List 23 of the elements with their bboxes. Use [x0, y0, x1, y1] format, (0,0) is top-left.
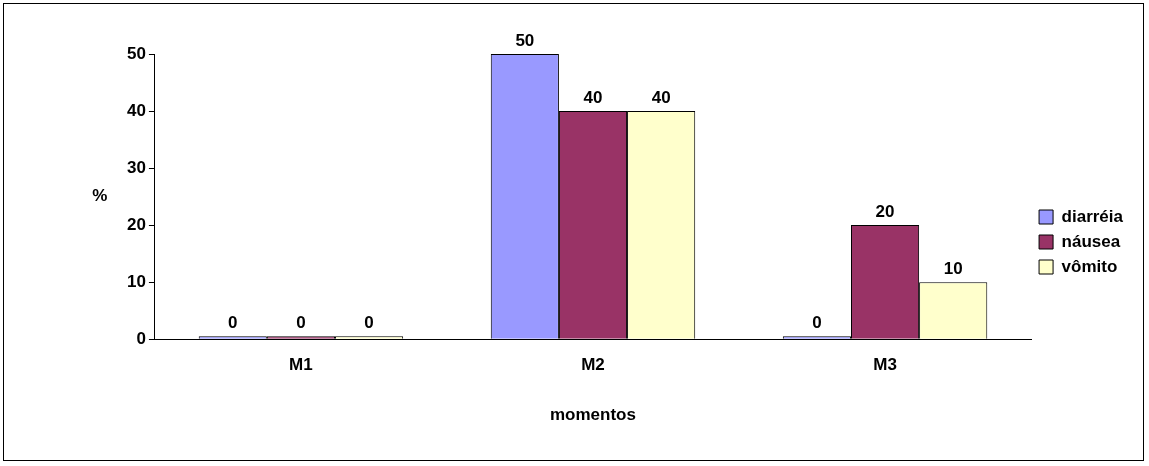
x-tick-label: M1 — [289, 355, 313, 375]
data-label: 0 — [812, 313, 822, 333]
legend-label: vômito — [1061, 256, 1118, 276]
x-axis-title: momentos — [550, 405, 636, 425]
y-tick-label: 10 — [126, 271, 146, 291]
y-tick-label: 50 — [126, 43, 146, 63]
data-label: 20 — [875, 202, 895, 222]
legend-label: náusea — [1061, 231, 1121, 251]
x-tick-label: M2 — [581, 355, 605, 375]
y-tick-label: 20 — [126, 214, 146, 234]
data-label: 0 — [228, 313, 238, 333]
data-label: 40 — [583, 88, 603, 108]
y-axis-title: % — [92, 186, 108, 206]
data-label: 40 — [651, 88, 671, 108]
data-label: 50 — [515, 31, 535, 51]
data-label: 0 — [364, 313, 374, 333]
y-tick-label: 40 — [126, 100, 146, 120]
x-tick-label: M3 — [873, 355, 897, 375]
legend-label: diarréia — [1061, 206, 1124, 226]
y-tick-label: 30 — [126, 157, 146, 177]
data-label: 10 — [943, 259, 963, 279]
data-label: 0 — [296, 313, 306, 333]
y-tick-label: 0 — [136, 328, 146, 348]
